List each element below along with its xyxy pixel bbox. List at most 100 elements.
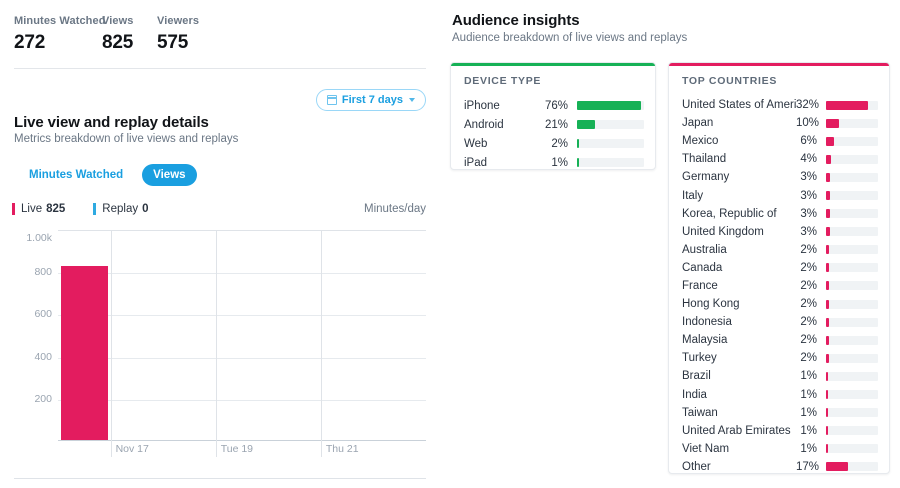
table-row: France 2% <box>682 277 878 295</box>
chart-gridline <box>58 273 426 275</box>
row-percent: 2% <box>800 279 817 292</box>
row-label: Malaysia <box>682 334 728 347</box>
row-bar-fill <box>826 227 830 237</box>
row-bar-track <box>826 371 878 381</box>
table-row: United Kingdom 3% <box>682 223 878 241</box>
chevron-down-icon <box>409 98 415 102</box>
legend-value: 825 <box>46 203 66 215</box>
table-row: Thailand 4% <box>682 150 878 168</box>
top-countries-header: TOP COUNTRIES <box>682 75 778 87</box>
row-bar-fill <box>826 154 832 164</box>
table-row: Canada 2% <box>682 259 878 277</box>
chart-bar[interactable] <box>61 265 108 440</box>
row-percent: 3% <box>800 225 817 238</box>
row-label: Australia <box>682 243 727 256</box>
date-range-label: First 7 days <box>341 94 403 106</box>
footer-divider <box>14 478 426 479</box>
row-bar-track <box>577 101 644 110</box>
legend-swatch-replay <box>93 203 97 215</box>
tab-views[interactable]: Views <box>142 164 197 186</box>
row-percent: 2% <box>800 298 817 311</box>
row-bar-track <box>826 100 878 110</box>
row-percent: 4% <box>800 153 817 166</box>
row-percent: 2% <box>800 261 817 274</box>
row-bar-track <box>826 408 878 418</box>
header-divider <box>14 68 426 69</box>
row-label: Korea, Republic of <box>682 207 777 220</box>
table-row: Android 21% <box>464 115 644 134</box>
date-range-dropdown[interactable]: First 7 days <box>315 89 426 111</box>
row-bar-fill <box>826 191 830 201</box>
row-bar-track <box>826 426 878 436</box>
live-view-panel: Minutes Watched 272 Views 825 Viewers 57… <box>0 0 440 488</box>
legend-item-live[interactable]: Live 825 <box>12 203 65 215</box>
device-type-rows: iPhone 76% Android 21% Web 2% iPad 1% <box>451 96 655 169</box>
kpi-value: 825 <box>102 32 134 53</box>
legend-label: Live <box>21 203 43 215</box>
row-bar-fill <box>826 281 829 291</box>
row-percent: 1% <box>800 370 817 383</box>
device-type-card: DEVICE TYPE iPhone 76% Android 21% Web 2% iPad… <box>450 62 656 170</box>
row-percent: 2% <box>800 334 817 347</box>
chart-y-tick-label: 200 <box>34 392 52 405</box>
table-row: Indonesia 2% <box>682 313 878 331</box>
chart-vertical-divider <box>320 231 322 457</box>
row-bar-fill <box>826 245 829 255</box>
chart-gridline <box>58 357 426 359</box>
row-bar-track <box>826 299 878 309</box>
chart-x-tick-label: Nov 17 <box>115 443 149 455</box>
row-bar-fill <box>577 101 641 110</box>
table-row: Other 17% <box>682 458 878 473</box>
row-label: Web <box>464 137 488 150</box>
row-bar-fill <box>826 136 834 146</box>
row-label: Other <box>682 460 711 473</box>
row-percent: 1% <box>800 388 817 401</box>
legend-item-replay[interactable]: Replay 0 <box>93 203 149 215</box>
row-bar-fill <box>826 209 830 219</box>
row-label: Brazil <box>682 370 711 383</box>
row-bar-track <box>826 154 878 164</box>
row-label: iPad <box>464 156 488 169</box>
audience-insights-title: Audience insights <box>452 12 580 29</box>
table-row: United States of America 32% <box>682 96 878 114</box>
chart-y-tick-label: 400 <box>34 350 52 363</box>
row-bar-fill <box>826 118 839 128</box>
row-percent: 10% <box>796 117 820 130</box>
table-row: India 1% <box>682 386 878 404</box>
row-bar-fill <box>826 100 868 110</box>
row-percent: 21% <box>544 118 568 131</box>
row-bar-fill <box>577 139 579 148</box>
row-label: Japan <box>682 117 714 130</box>
card-accent-bar <box>669 63 889 66</box>
audience-insights-panel: Audience insights Audience breakdown of … <box>440 0 900 488</box>
row-bar-track <box>826 444 878 454</box>
chart-vertical-divider <box>110 231 112 457</box>
row-bar-track <box>826 462 878 472</box>
row-bar-fill <box>826 263 829 273</box>
row-percent: 2% <box>551 137 568 150</box>
row-label: Indonesia <box>682 316 732 329</box>
row-bar-track <box>826 317 878 327</box>
row-bar-track <box>826 390 878 400</box>
page-title: Live view and replay details <box>14 114 209 131</box>
kpi-value: 575 <box>157 32 189 53</box>
table-row: Turkey 2% <box>682 349 878 367</box>
row-percent: 2% <box>800 243 817 256</box>
row-bar-track <box>826 353 878 363</box>
top-countries-rows: United States of America 32% Japan 10% Mexic… <box>669 96 889 473</box>
chart-unit-label: Minutes/day <box>363 203 426 215</box>
tab-minutes-watched[interactable]: Minutes Watched <box>29 169 124 181</box>
chart-x-tick-label: Tue 19 <box>220 443 254 455</box>
chart-legend: Live 825 Replay 0 Minutes/day <box>12 203 426 215</box>
table-row: Malaysia 2% <box>682 331 878 349</box>
row-bar-fill <box>826 172 830 182</box>
row-label: India <box>682 388 707 401</box>
live-views-bar-chart: 200 400 600 800 1.00k Nov 17 Tue 19 Thu 21 <box>14 230 426 458</box>
row-percent: 32% <box>796 99 820 112</box>
row-label: Android <box>464 118 504 131</box>
row-bar-track <box>577 139 644 148</box>
row-label: Italy <box>682 189 704 202</box>
table-row: Viet Nam 1% <box>682 440 878 458</box>
row-bar-track <box>826 209 878 219</box>
